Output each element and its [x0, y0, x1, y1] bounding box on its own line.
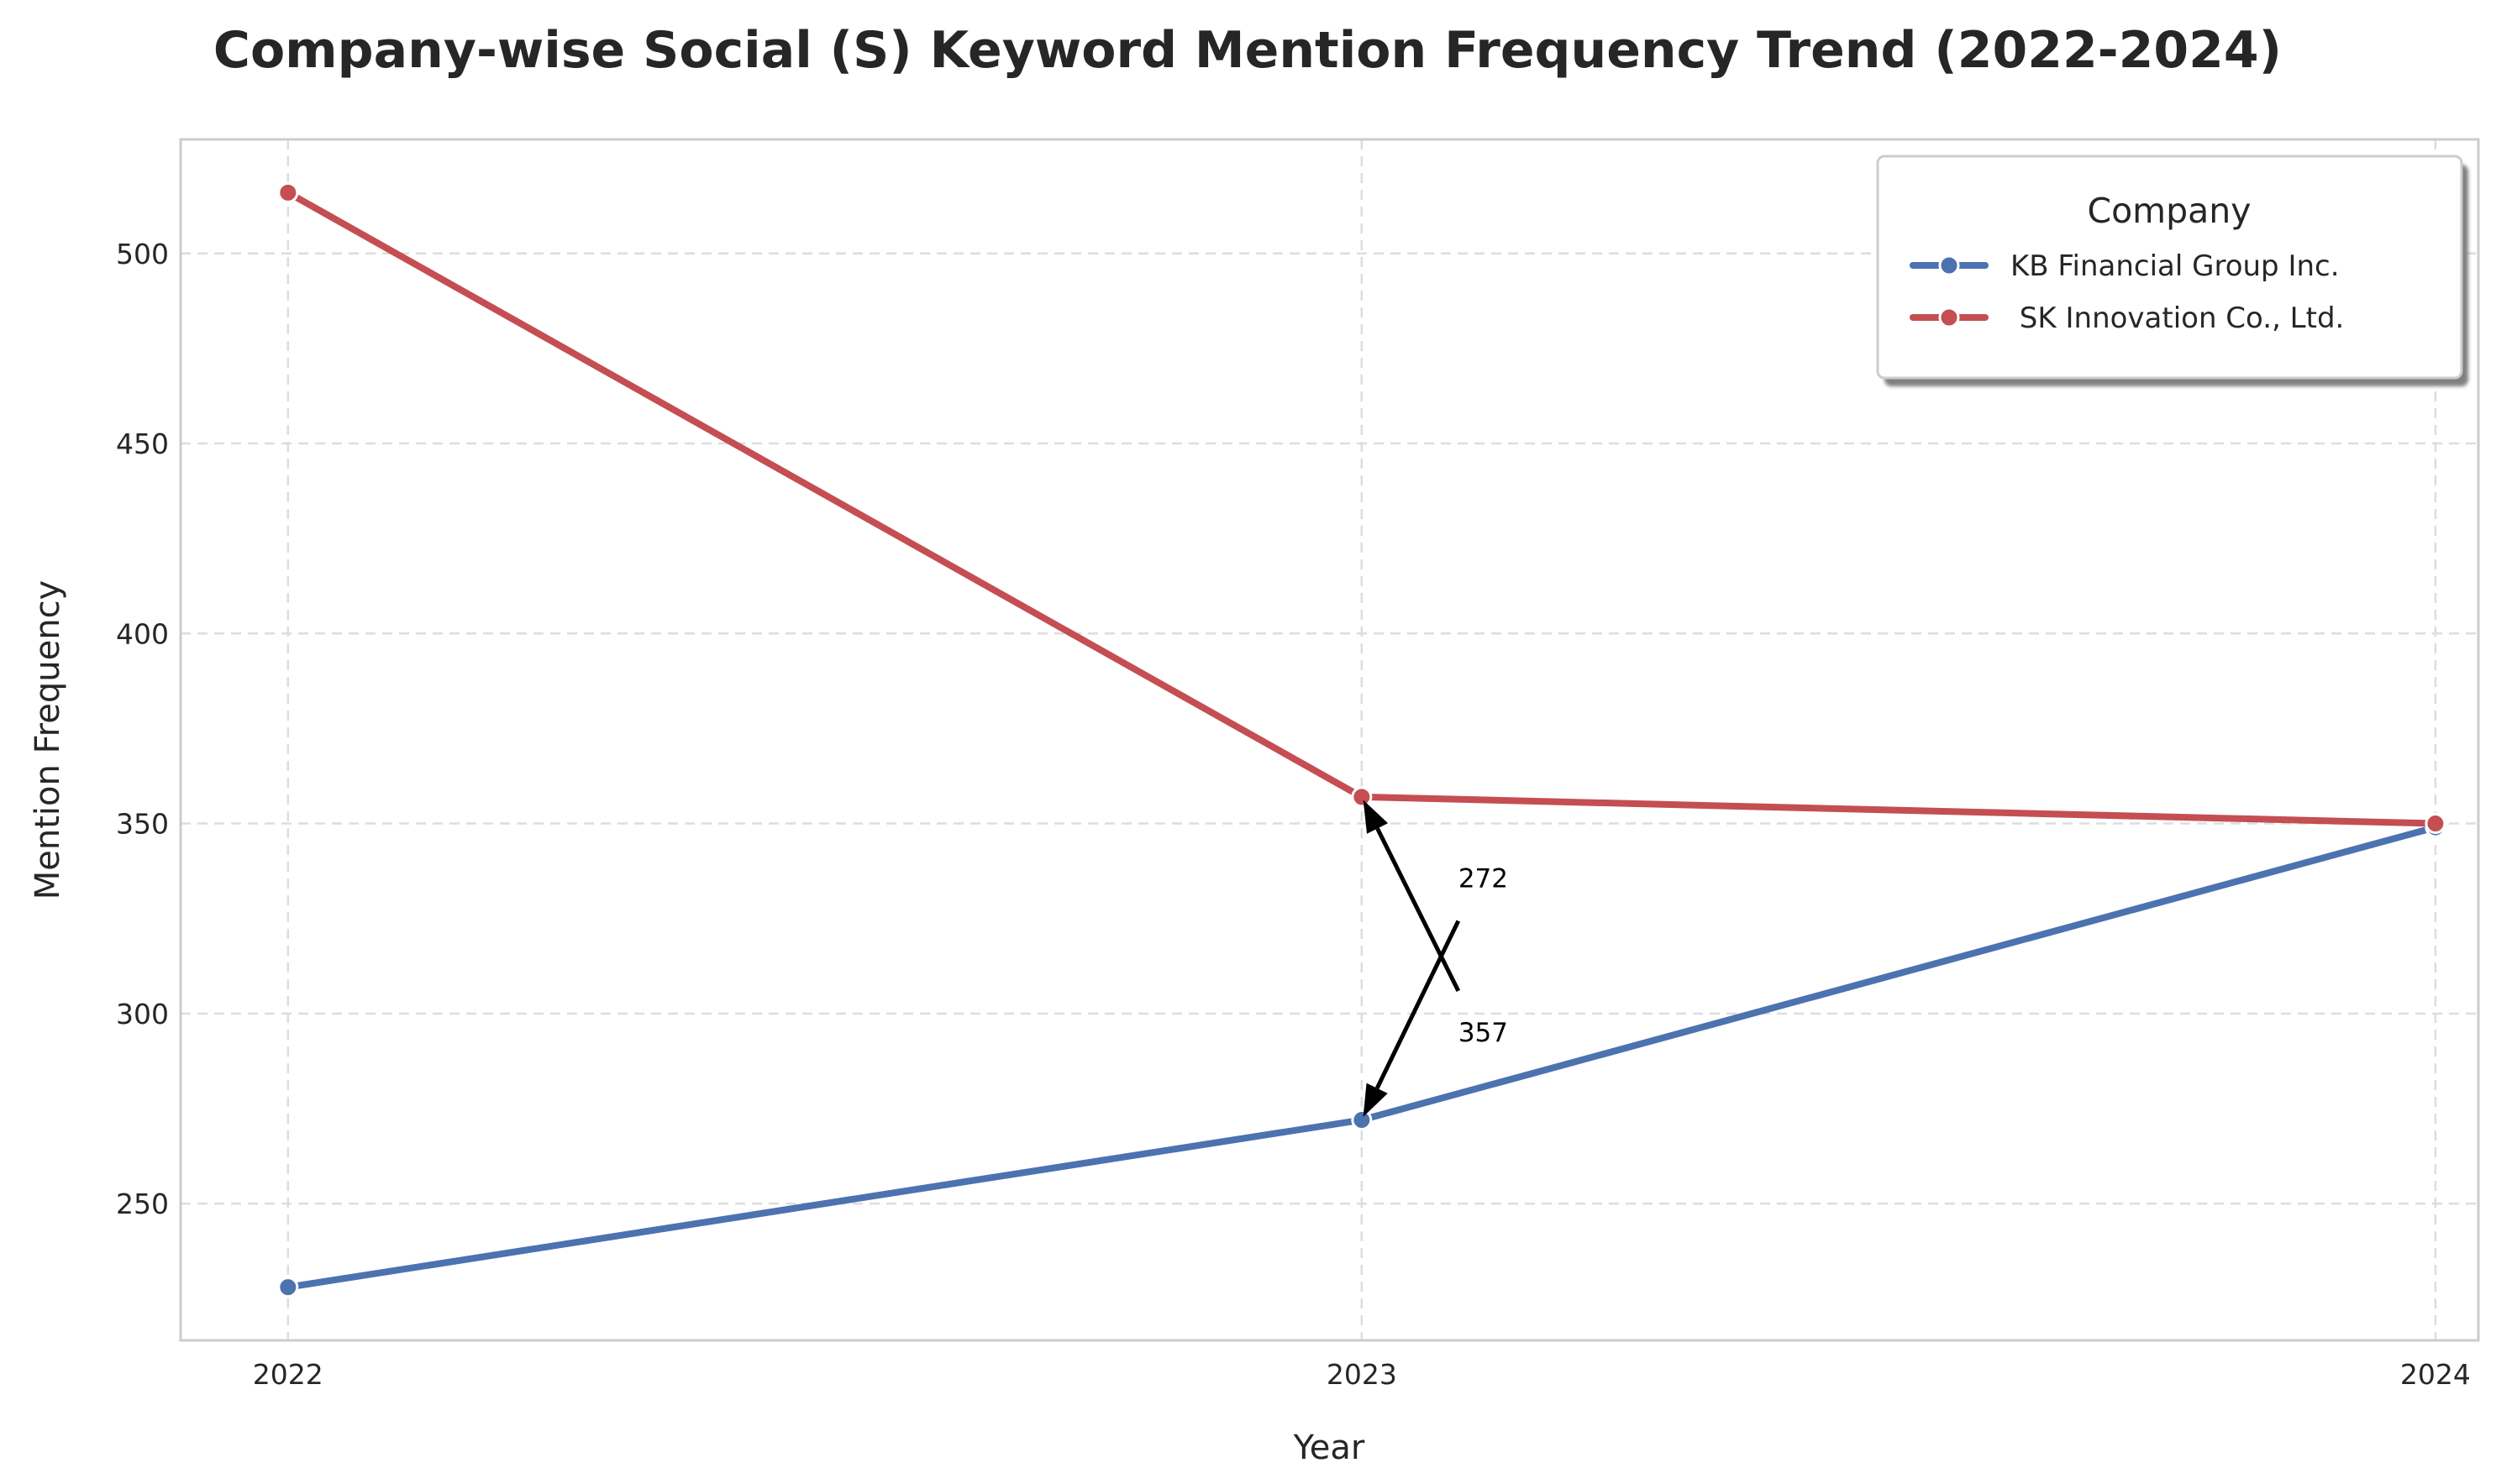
y-tick-label: 250: [116, 1188, 169, 1220]
annotation-arrow: [1374, 920, 1461, 1089]
x-axis-label: Year: [1293, 1429, 1365, 1467]
annotation-arrowhead: [1363, 1083, 1388, 1117]
series-lines: [277, 181, 2446, 1298]
plot-frame: [179, 138, 2480, 1342]
annotations: 272 357: [1363, 800, 1508, 1117]
annotation-label: 272: [1458, 864, 1508, 894]
data-point: [2425, 813, 2446, 835]
legend: Company KB Financial Group Inc. SK Innov…: [1876, 155, 2463, 380]
x-tick-label: 2022: [253, 1358, 323, 1391]
y-axis-label: Mention Frequency: [29, 580, 67, 899]
annotation-arrowhead: [1363, 800, 1389, 834]
x-tick-label: 2024: [2400, 1358, 2471, 1391]
legend-label: KB Financial Group Inc.: [2010, 249, 2340, 283]
legend-items: KB Financial Group Inc. SK Innovation Co…: [1910, 249, 2344, 335]
data-point: [277, 1277, 299, 1298]
data-point: [1351, 1109, 1373, 1131]
annotation-label: 357: [1458, 1018, 1508, 1048]
legend-title: Company: [2087, 191, 2251, 231]
data-point: [1351, 786, 1373, 808]
x-tick-label: 2023: [1327, 1358, 1397, 1391]
legend-swatch-marker: [1938, 307, 1960, 328]
y-tick-label: 450: [116, 427, 169, 460]
y-tick-label: 400: [116, 617, 169, 650]
legend-box: [1876, 155, 2463, 380]
x-axis: 2022 2023 2024: [253, 1358, 2471, 1391]
legend-swatch-marker: [1938, 254, 1960, 276]
y-tick-label: 300: [116, 998, 169, 1030]
data-point: [277, 181, 299, 203]
y-tick-label: 350: [116, 808, 169, 841]
annotation-arrow: [1375, 827, 1461, 992]
chart-title: Company-wise Social (S) Keyword Mention …: [213, 21, 2282, 80]
grid: [181, 139, 2478, 1340]
y-axis: 250 300 350 400 450 500: [116, 238, 169, 1220]
y-tick-label: 500: [116, 238, 169, 270]
legend-label: SK Innovation Co., Ltd.: [2010, 302, 2344, 335]
